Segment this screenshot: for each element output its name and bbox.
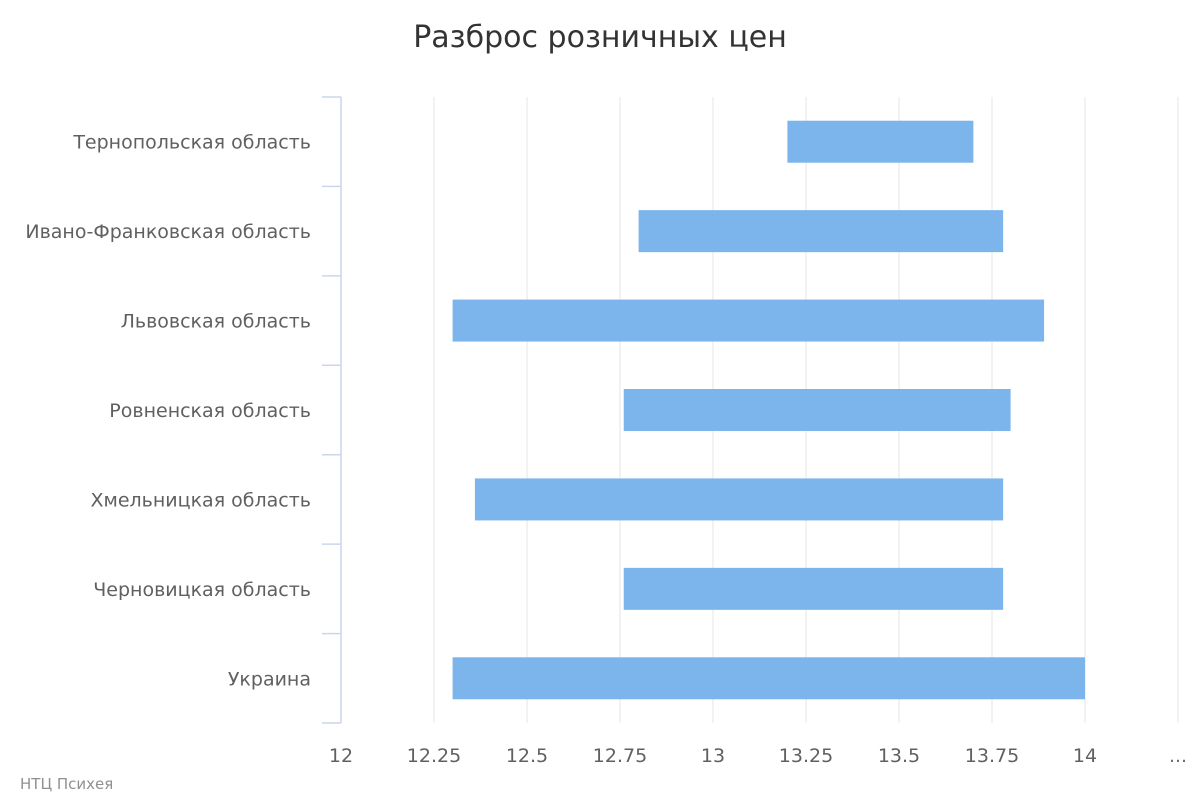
category-label: Тернопольская область [72,132,311,154]
category-label: Украина [228,668,311,690]
category-labels: Тернопольская область Ивано-Франковская о… [25,132,311,691]
x-tick-label: 12.25 [407,745,461,767]
x-tick-label: 13.5 [878,745,920,767]
bar[interactable] [623,567,1004,610]
bar[interactable] [787,120,974,163]
category-axis [322,96,342,724]
chart-title: Разброс розничных цен [413,20,787,55]
category-label: Львовская область [121,311,311,333]
chart-menu-button[interactable]: … [1169,746,1187,767]
bar[interactable] [474,478,1004,521]
category-label: Ивано-Франковская область [25,221,311,243]
x-tick-label: 14 [1073,745,1097,767]
x-tick-label: 13 [701,745,725,767]
x-tick-label: 13.25 [779,745,833,767]
category-label: Хмельницкая область [90,489,311,511]
category-label: Черновицкая область [93,579,311,601]
bar[interactable] [452,657,1086,700]
credits-text[interactable]: НТЦ Психея [20,775,113,793]
x-axis-tick-labels: 12 12.25 12.5 12.75 13 13.25 13.5 13.75 14 … [329,745,1187,767]
x-tick-label: 13.75 [965,745,1019,767]
x-tick-label: 12 [329,745,353,767]
bar[interactable] [452,299,1045,342]
category-label: Ровненская область [109,400,311,422]
x-tick-label: 12.75 [593,745,647,767]
x-tick-label: 12.5 [506,745,548,767]
bars [452,120,1086,700]
bar[interactable] [638,210,1004,253]
bar[interactable] [623,389,1011,431]
